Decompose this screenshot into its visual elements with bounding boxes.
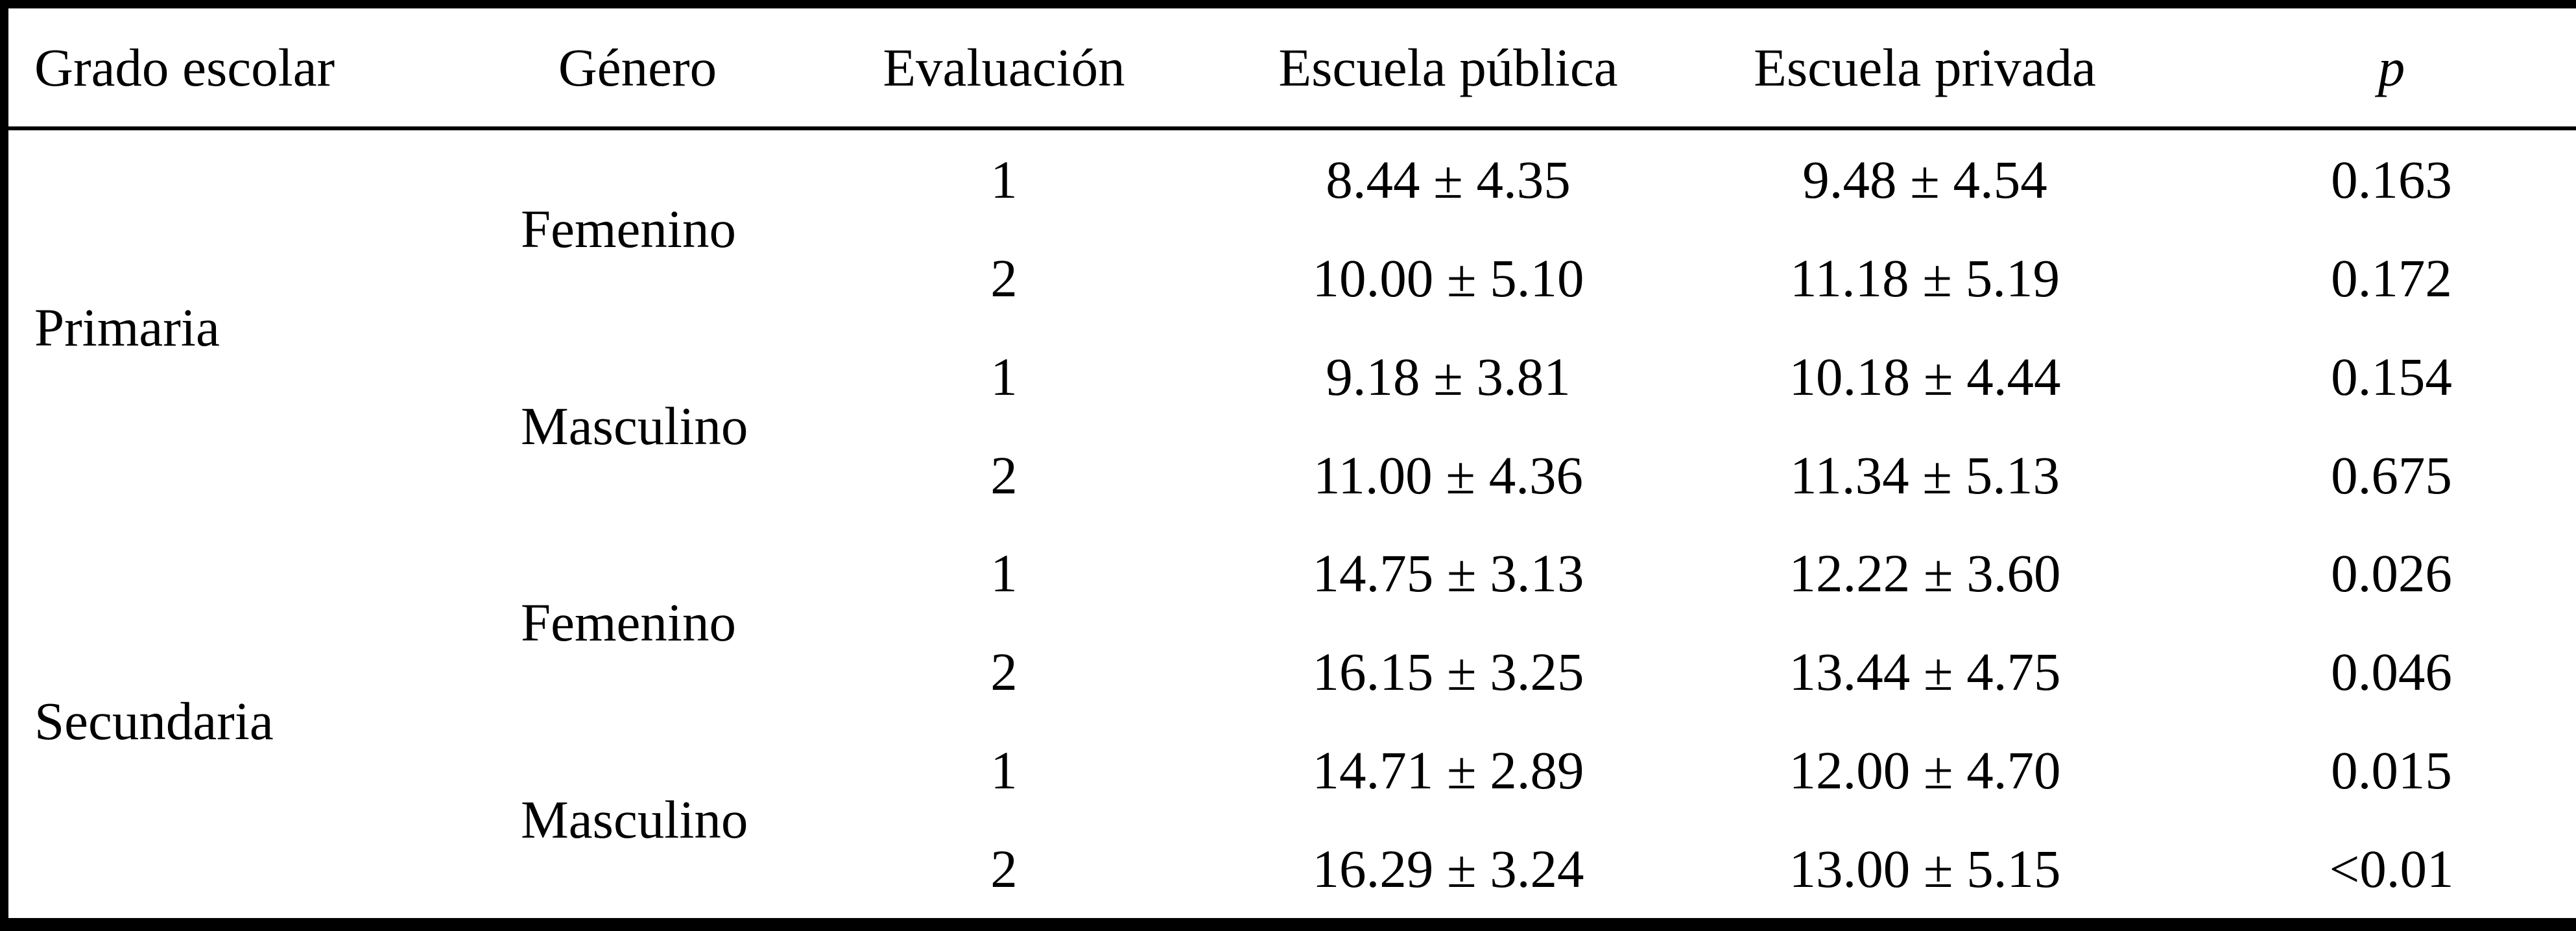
- col-header-genero: Género: [521, 8, 754, 130]
- cell-p-value: 0.026: [2331, 543, 2452, 604]
- header-row: Grado escolar Género Evaluación Escuela …: [8, 8, 2576, 130]
- cell-escuela-privada: 9.48 ± 4.54: [1802, 149, 2047, 209]
- cell-escuela-publica: 16.15 ± 3.25: [1312, 642, 1584, 702]
- cell-escuela-privada: 12.00 ± 4.70: [1789, 740, 2061, 801]
- gender-label-masculino: Masculino: [521, 395, 748, 456]
- cell-escuela-privada: 10.18 ± 4.44: [1789, 346, 2061, 407]
- cell-evaluacion: 1: [990, 346, 1018, 407]
- cell-escuela-privada: 13.00 ± 5.15: [1789, 839, 2061, 899]
- gender-label-femenino: Femenino: [521, 198, 736, 259]
- cell-escuela-publica: 14.71 ± 2.89: [1312, 740, 1584, 801]
- results-table: Grado escolar Género Evaluación Escuela …: [8, 8, 2576, 918]
- col-header-escuela-privada: Escuela privada: [1643, 8, 2207, 130]
- cell-escuela-publica: 14.75 ± 3.13: [1312, 543, 1584, 604]
- cell-p-value: 0.172: [2331, 248, 2452, 308]
- cell-p-value: 0.015: [2331, 740, 2452, 801]
- cell-evaluacion: 1: [990, 149, 1018, 209]
- col-header-p-value: p: [2207, 8, 2576, 130]
- cell-evaluacion: 2: [990, 642, 1018, 702]
- cell-escuela-publica: 16.29 ± 3.24: [1312, 839, 1584, 899]
- cell-escuela-privada: 11.34 ± 5.13: [1790, 445, 2060, 505]
- cell-escuela-privada: 13.44 ± 4.75: [1789, 642, 2061, 702]
- table-row: Masculino 1 14.71 ± 2.89 12.00 ± 4.70 0.…: [8, 721, 2576, 849]
- table-row: Primaria Femenino 1 8.44 ± 4.35 9.48 ± 4…: [8, 128, 2576, 357]
- cell-p-value: 0.675: [2331, 445, 2452, 505]
- table-row: Masculino 1 9.18 ± 3.81 10.18 ± 4.44 0.1…: [8, 327, 2576, 456]
- col-header-evaluacion: Evaluación: [754, 8, 1254, 130]
- cell-escuela-publica: 8.44 ± 4.35: [1326, 149, 1571, 209]
- table-row: 2 10.00 ± 5.10 11.18 ± 5.19 0.172: [8, 229, 2576, 327]
- cell-p-value: 0.046: [2331, 642, 2452, 702]
- table-row: Secundaria Femenino 1 14.75 ± 3.13 12.22…: [8, 524, 2576, 751]
- cell-p-value: 0.163: [2331, 149, 2452, 209]
- cell-escuela-publica: 11.00 ± 4.36: [1313, 445, 1583, 505]
- cell-p-value: <0.01: [2329, 839, 2454, 899]
- cell-evaluacion: 2: [990, 445, 1018, 505]
- cell-evaluacion: 1: [990, 740, 1018, 801]
- cell-p-value: 0.154: [2331, 346, 2452, 407]
- grade-label-primaria: Primaria: [34, 297, 220, 357]
- col-header-grado-escolar: Grado escolar: [8, 8, 521, 130]
- cell-evaluacion: 2: [990, 248, 1018, 308]
- table-row: 2 11.00 ± 4.36 11.34 ± 5.13 0.675: [8, 426, 2576, 524]
- col-header-escuela-publica: Escuela pública: [1254, 8, 1643, 130]
- cell-evaluacion: 1: [990, 543, 1018, 604]
- cell-escuela-publica: 10.00 ± 5.10: [1312, 248, 1584, 308]
- cell-evaluacion: 2: [990, 839, 1018, 899]
- gender-label-femenino: Femenino: [521, 593, 736, 653]
- cell-escuela-publica: 9.18 ± 3.81: [1326, 346, 1571, 407]
- gender-label-masculino: Masculino: [521, 790, 748, 850]
- cell-escuela-privada: 11.18 ± 5.19: [1790, 248, 2060, 308]
- cell-escuela-privada: 12.22 ± 3.60: [1789, 543, 2061, 604]
- table-row: 2 16.29 ± 3.24 13.00 ± 5.15 <0.01: [8, 819, 2576, 918]
- table-row: 2 16.15 ± 3.25 13.44 ± 4.75 0.046: [8, 622, 2576, 721]
- grade-label-secundaria: Secundaria: [34, 691, 274, 751]
